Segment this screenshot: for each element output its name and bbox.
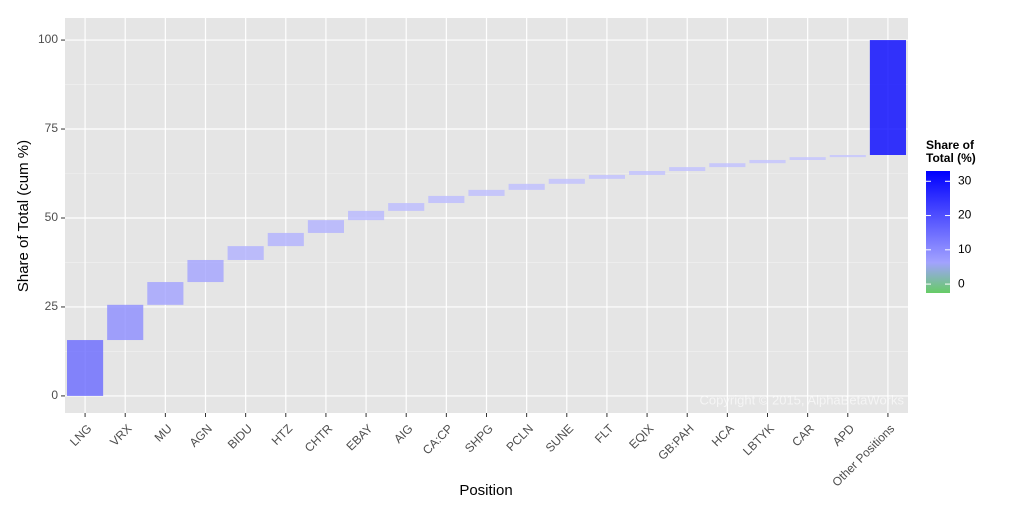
legend-tick-label: 0	[958, 276, 965, 290]
annotation: Copyright © 2015, AlphaBetaWorks	[700, 392, 905, 407]
bar	[348, 210, 385, 221]
bar	[709, 163, 746, 168]
x-tick-label: HCA	[709, 421, 737, 449]
legend-title: Share of Total (%)	[926, 138, 976, 165]
bar	[388, 203, 425, 211]
bar	[669, 167, 706, 172]
y-tick-label: 75	[45, 121, 59, 135]
bar	[629, 171, 666, 175]
x-tick-label: MU	[152, 421, 175, 444]
bar	[548, 178, 585, 184]
x-tick-label: SHPG	[462, 421, 496, 455]
legend-tick-label: 20	[958, 208, 972, 222]
bar	[508, 183, 545, 190]
bar	[869, 40, 906, 156]
bar	[789, 157, 826, 160]
x-tick-label: CAR	[789, 421, 817, 449]
x-tick-label: HTZ	[269, 421, 295, 447]
y-tick-label: 25	[45, 299, 59, 313]
legend-tick-label: 30	[958, 173, 972, 187]
bar	[187, 259, 224, 283]
bar	[227, 246, 264, 260]
x-tick-label: LNG	[67, 421, 94, 448]
y-tick-label: 100	[38, 32, 58, 46]
x-tick-label: LBTYK	[740, 421, 777, 458]
bar	[267, 232, 304, 247]
x-axis-label: Position	[459, 482, 512, 499]
x-tick-label: APD	[830, 421, 858, 449]
x-tick-label: PCLN	[503, 421, 536, 454]
x-tick-label: CHTR	[302, 421, 336, 455]
bar	[307, 220, 344, 233]
bar	[428, 195, 465, 204]
x-tick-label: GB:PAH	[655, 421, 696, 462]
x-tick-label: SUNE	[543, 421, 576, 454]
bar	[147, 282, 184, 305]
x-tick-label: AIG	[391, 421, 416, 446]
bar	[588, 174, 625, 179]
x-tick-label: EQIX	[626, 421, 656, 451]
bar	[67, 340, 104, 396]
x-tick-label: CA:CP	[420, 421, 456, 457]
bar	[107, 304, 144, 341]
y-axis-label: Share of Total (cum %)	[15, 140, 32, 292]
x-tick-label: AGN	[187, 421, 215, 449]
legend-colorbar	[926, 171, 950, 293]
y-tick-label: 50	[45, 210, 59, 224]
x-tick-label: BIDU	[225, 421, 255, 451]
bar	[749, 159, 786, 164]
x-tick-label: EBAY	[344, 421, 376, 453]
bar	[829, 155, 866, 158]
x-tick-label: VRX	[107, 421, 134, 448]
bar	[468, 189, 505, 196]
y-tick-label: 0	[51, 388, 58, 402]
legend-tick-label: 10	[958, 242, 972, 256]
x-tick-label: FLT	[592, 421, 617, 446]
